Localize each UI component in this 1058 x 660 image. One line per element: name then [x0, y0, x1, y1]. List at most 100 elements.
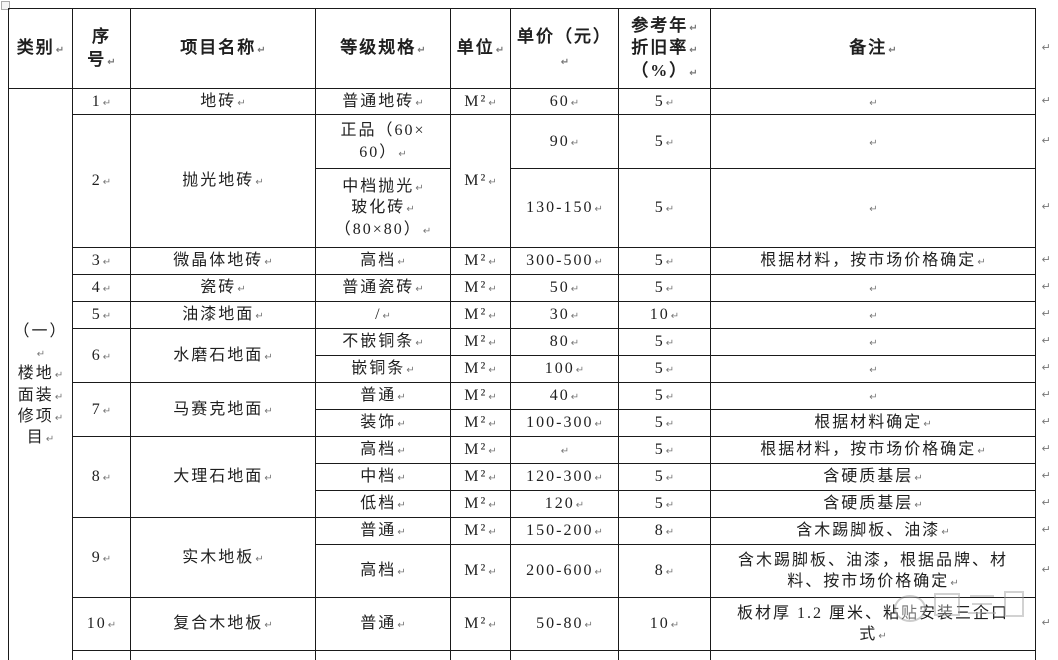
table-row: 嵌铜条↵ M²↵ 100↵ 5↵ ↵: [9, 355, 1036, 383]
cell-grade: 普通↵: [315, 597, 451, 651]
row-end-mark: ↵: [1041, 496, 1051, 509]
cell-unit: M²↵: [450, 463, 511, 491]
cell-end-mark: ↵: [670, 620, 680, 632]
row-end-mark: ↵: [1041, 280, 1051, 293]
cell-end-mark: ↵: [102, 257, 112, 269]
cell-depreciation: 5↵: [618, 274, 711, 302]
cell-remark: 含硬质基层↵: [710, 490, 1036, 518]
cell-end-mark: ↵: [102, 284, 112, 296]
cell-end-mark: ↵: [594, 257, 603, 269]
cell-seq: 9↵: [72, 517, 131, 598]
cell-project: 微晶体地砖↵: [130, 247, 316, 275]
cell-remark: ↵: [710, 168, 1036, 248]
cell-end-mark: ↵: [488, 473, 497, 485]
table-row: 10↵ 复合木地板↵ 普通↵ M²↵ 50-80↵ 10↵ 板材厚 1.2 厘米、粘贴安装三…: [9, 597, 1036, 651]
cell-end-mark: ↵: [665, 365, 675, 377]
cell-end-mark: ↵: [570, 137, 580, 149]
column-header-project: 项目名称↵: [130, 8, 316, 89]
cell-remark: ↵: [710, 301, 1036, 329]
cell-remark: 含木踢脚板、油漆，根据品牌、材 料、按市场价格确定↵: [710, 544, 1036, 598]
table-header: 类别↵ 序号↵ 项目名称↵ 等级规格↵ 单位↵ 单价（元）↵ 参考年↵ 折旧率↵ （%）↵ 备注↵: [8, 8, 1036, 89]
cell-end-mark: ↵: [417, 45, 426, 57]
cell-depreciation: 5↵: [618, 355, 711, 383]
cell-end-mark: ↵: [869, 338, 878, 350]
cell-end-mark: ↵: [594, 204, 603, 216]
cell-end-mark: ↵: [488, 338, 497, 350]
cell-end-mark: ↵: [488, 446, 497, 458]
row-end-mark: ↵: [1041, 361, 1051, 374]
cell-unit: M²↵: [450, 382, 511, 410]
cell-price: 30↵: [510, 301, 619, 329]
cell-seq: 5↵: [72, 301, 131, 329]
cell-remark: ↵: [710, 114, 1036, 169]
cell-end-mark: ↵: [914, 473, 923, 485]
cell-end-mark: ↵: [584, 620, 593, 632]
cell-end-mark: ↵: [665, 446, 675, 458]
cell-depreciation: [618, 650, 711, 660]
cell-depreciation: 8↵: [618, 544, 711, 598]
cell-grade: 高档↵: [315, 436, 451, 464]
cell-seq: 8↵: [72, 436, 131, 518]
cell-end-mark: ↵: [382, 311, 391, 323]
cell-end-mark: ↵: [570, 97, 580, 109]
row-end-mark: ↵: [1041, 40, 1051, 54]
cell-end-mark: ↵: [415, 338, 424, 350]
table-row: 7↵ 马赛克地面↵ 普通↵ M²↵ 40↵ 5↵ ↵: [9, 382, 1036, 437]
cell-end-mark: ↵: [397, 419, 406, 431]
table-row: （一）↵ 楼地↵ 面装↵ 修项↵ 目↵ 1↵ 地砖↵ 普通地砖↵ M²↵ 60↵ 5↵ ↵: [8, 88, 1036, 660]
cell-end-mark: ↵: [422, 225, 432, 237]
cell-remark: 根据材料确定↵: [710, 409, 1036, 437]
cell-end-mark: ↵: [255, 177, 264, 189]
cell-end-mark: ↵: [665, 419, 675, 431]
cell-end-mark: ↵: [488, 311, 497, 323]
cell-unit: M²↵: [450, 490, 511, 518]
row-end-mark: ↵: [1041, 415, 1051, 428]
cell-price: 50↵: [510, 274, 619, 302]
cell-end-mark: ↵: [665, 527, 675, 539]
cell-end-mark: ↵: [665, 500, 675, 512]
cell-end-mark: ↵: [107, 620, 117, 632]
cell-seq: 4↵: [72, 274, 131, 302]
cell-end-mark: ↵: [45, 433, 55, 445]
cell-end-mark: ↵: [869, 284, 878, 296]
cell-end-mark: ↵: [665, 392, 675, 404]
cell-end-mark: ↵: [36, 349, 46, 361]
cell-unit: M²↵: [450, 328, 511, 356]
cell-end-mark: ↵: [570, 311, 580, 323]
cell-end-mark: ↵: [54, 391, 64, 403]
cell-end-mark: ↵: [665, 284, 675, 296]
cell-end-mark: ↵: [575, 500, 585, 512]
cell-end-mark: ↵: [264, 473, 273, 485]
cell-project: 复合木地板↵: [130, 597, 316, 651]
cell-seq: [72, 650, 131, 660]
cell-end-mark: ↵: [670, 311, 680, 323]
cell-remark: 根据材料，按市场价格确定↵: [710, 247, 1036, 275]
cell-project: 瓷砖↵: [130, 274, 316, 302]
row-end-mark: ↵: [1041, 442, 1051, 455]
column-header-grade: 等级规格↵: [315, 8, 451, 89]
cell-end-mark: ↵: [102, 311, 112, 323]
cell-price: 40↵: [510, 382, 619, 410]
cell-price: ↵: [510, 436, 619, 464]
cell-project: 水磨石地面↵: [130, 328, 316, 383]
row-end-mark: ↵: [1041, 563, 1051, 576]
cell-end-mark: ↵: [560, 446, 570, 458]
cell-end-mark: ↵: [102, 405, 112, 417]
cell-end-mark: ↵: [415, 183, 424, 195]
cell-end-mark: ↵: [264, 257, 273, 269]
cell-end-mark: ↵: [495, 45, 505, 57]
cell-end-mark: ↵: [869, 204, 878, 216]
cell-end-mark: ↵: [257, 45, 266, 57]
cell-grade: 嵌铜条↵: [315, 355, 451, 383]
cell-project: 油漆地面↵: [130, 301, 316, 329]
column-header-depreciation: 参考年↵ 折旧率↵ （%）↵: [618, 8, 711, 89]
column-header-unit: 单位↵: [450, 8, 511, 89]
cell-end-mark: ↵: [689, 45, 698, 57]
cell-project: 马赛克地面↵: [130, 382, 316, 437]
cell-price: 300-500↵: [510, 247, 619, 275]
cell-remark: ↵: [710, 328, 1036, 356]
row-end-mark: ↵: [1041, 616, 1051, 629]
cell-project: [130, 650, 316, 660]
cell-grade: 中档抛光↵ 玻化砖↵ （80×80）↵: [315, 168, 451, 248]
cell-price: 50-80↵: [510, 597, 619, 651]
